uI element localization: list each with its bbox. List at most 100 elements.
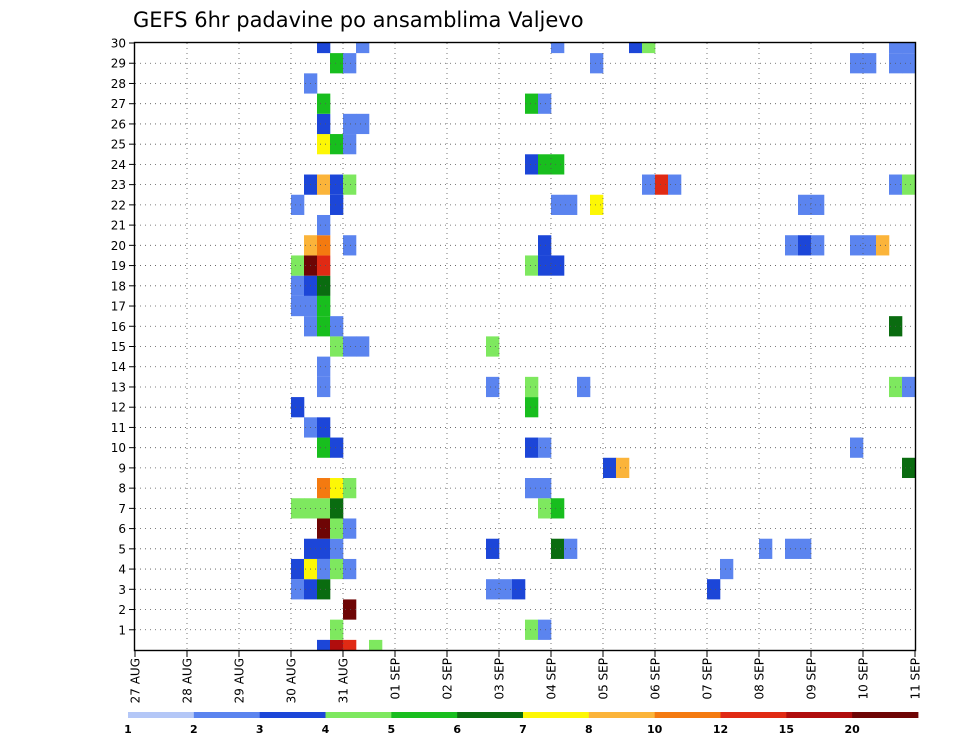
x-tick-label: 11 SEP: [909, 658, 923, 700]
y-tick-label: 8: [118, 482, 126, 496]
heatmap-cell: [343, 478, 357, 499]
heatmap-cell: [538, 478, 552, 499]
heatmap-cell: [330, 619, 344, 640]
heatmap-cell: [603, 457, 617, 479]
legend-label: 6: [453, 723, 461, 736]
x-tick-label: 09 SEP: [805, 658, 819, 700]
y-tick-label: 6: [118, 522, 126, 536]
y-axis: 1234567891011121314151617181920212223242…: [111, 37, 135, 637]
y-tick-label: 23: [111, 178, 126, 192]
heatmap-cell: [291, 498, 305, 519]
heatmap-cell: [343, 174, 357, 195]
heatmap-cell: [512, 579, 526, 600]
x-tick-label: 30 AUG: [285, 658, 299, 703]
heatmap-cell: [538, 154, 552, 175]
heatmap-cell: [798, 538, 812, 559]
heatmap-cell: [551, 43, 565, 54]
x-tick-label: 06 SEP: [649, 658, 663, 700]
heatmap-cell: [317, 174, 331, 195]
heatmap-cell: [317, 478, 331, 499]
heatmap-cell: [317, 417, 331, 438]
y-tick-label: 1: [118, 623, 126, 637]
heatmap-cell: [343, 53, 357, 74]
heatmap-cell: [317, 255, 331, 276]
heatmap-cell: [538, 619, 552, 640]
heatmap-cell: [317, 295, 331, 317]
heatmap-cell: [525, 619, 539, 640]
heatmap-cell: [902, 174, 916, 195]
y-tick-label: 27: [111, 97, 126, 111]
y-tick-label: 26: [111, 117, 126, 131]
heatmap-cell: [317, 43, 331, 54]
x-tick-label: 01 SEP: [389, 658, 403, 700]
heatmap-cell: [330, 134, 344, 155]
heatmap-cell: [369, 639, 383, 650]
heatmap-cell: [343, 558, 357, 580]
heatmap-cell: [330, 478, 344, 499]
heatmap-cell: [330, 518, 344, 539]
heatmap-cell: [655, 174, 669, 195]
heatmap-cell: [616, 457, 630, 479]
heatmap-cell: [850, 53, 864, 74]
heatmap-cell: [343, 235, 357, 256]
y-tick-label: 20: [111, 239, 126, 253]
heatmap-cell: [343, 639, 357, 650]
heatmap-cell: [486, 376, 500, 398]
heatmap-cell: [330, 437, 344, 458]
legend-swatch: [720, 712, 787, 718]
heatmap-cell: [811, 194, 825, 215]
heatmap-cell: [330, 194, 344, 215]
legend-swatch: [391, 712, 458, 718]
y-tick-label: 15: [111, 340, 126, 354]
heatmap-cell: [850, 235, 864, 256]
heatmap-cell: [330, 336, 344, 357]
heatmap-cell: [356, 336, 370, 357]
heatmap-cell: [317, 214, 331, 236]
heatmap-cell: [291, 255, 305, 276]
x-tick-label: 05 SEP: [597, 658, 611, 700]
heatmap-cell: [551, 255, 565, 276]
heatmap-cell: [317, 356, 331, 377]
y-tick-label: 2: [118, 603, 126, 617]
heatmap-cell: [330, 639, 344, 650]
legend-label: 7: [519, 723, 527, 736]
heatmap-cell: [811, 235, 825, 256]
heatmap-cell: [291, 397, 305, 418]
heatmap-cell: [317, 113, 331, 135]
legend-label: 20: [845, 723, 861, 736]
y-tick-label: 30: [111, 37, 126, 51]
chart-title: GEFS 6hr padavine po ansamblima Valjevo: [133, 8, 584, 32]
y-tick-label: 10: [111, 441, 126, 455]
heatmap-cell: [720, 558, 734, 580]
x-tick-label: 03 SEP: [493, 658, 507, 700]
y-tick-label: 16: [111, 320, 126, 334]
heatmap-cell: [525, 255, 539, 276]
heatmap-cell: [330, 498, 344, 519]
heatmap-cell: [707, 579, 721, 600]
x-tick-label: 08 SEP: [753, 658, 767, 700]
heatmap-cell: [343, 134, 357, 155]
legend-label: 5: [388, 723, 396, 736]
y-tick-label: 29: [111, 57, 126, 71]
heatmap-cell: [525, 397, 539, 418]
legend-swatch: [128, 712, 195, 718]
heatmap-cell: [317, 579, 331, 600]
legend-label: 12: [713, 723, 728, 736]
heatmap-cell: [551, 154, 565, 175]
heatmap-cell: [291, 558, 305, 580]
heatmap-cell: [590, 194, 604, 215]
heatmap-cell: [538, 255, 552, 276]
heatmap-cell: [902, 457, 916, 479]
legend-swatch: [325, 712, 392, 718]
x-tick-label: 28 AUG: [181, 658, 195, 703]
heatmap-cell: [343, 113, 357, 135]
heatmap-cell: [525, 376, 539, 398]
heatmap-cell: [668, 174, 682, 195]
heatmap-cell: [642, 174, 656, 195]
heatmap-cell: [343, 599, 357, 620]
heatmap-cell: [486, 538, 500, 559]
heatmap-cell: [317, 558, 331, 580]
heatmap-cell: [590, 53, 604, 74]
heatmap-cell: [551, 538, 565, 559]
heatmap-cell: [525, 93, 539, 114]
